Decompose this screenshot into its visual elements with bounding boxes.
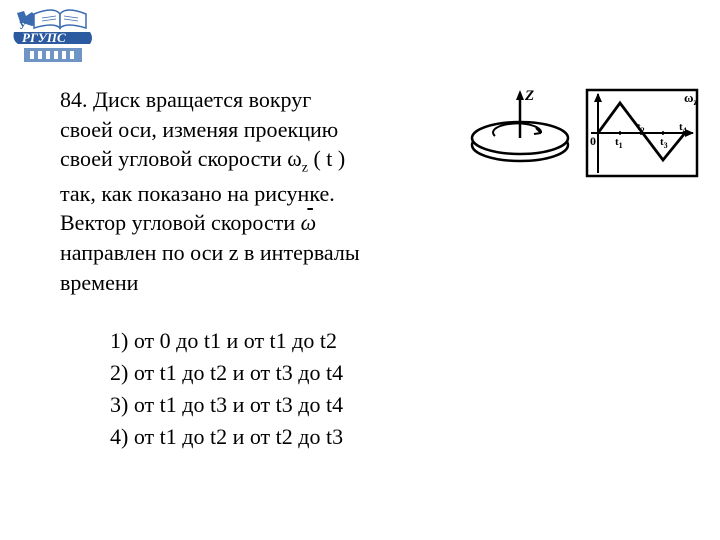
text-line: своей оси, изменяя проекцию [60,115,460,145]
answer-options: 1) от 0 до t1 и от t1 до t2 2) от t1 до … [110,325,460,453]
university-logo: РГУПС У [12,8,94,66]
text-line: времени [60,268,460,298]
problem-text: 84. Диск вращается вокруг своей оси, изм… [60,85,460,297]
svg-text:У: У [19,21,27,32]
text-line: своей угловой скорости ωz ( t ) [60,144,460,178]
graph-diagram: 0 t1 t2 t3 t4 ωz [587,90,698,176]
option-2: 2) от t1 до t2 и от t3 до t4 [110,357,460,389]
text-line: так, как показано на рисунке. [60,179,460,209]
option-1: 1) от 0 до t1 и от t1 до t2 [110,325,460,357]
option-4: 4) от t1 до t2 и от t2 до t3 [110,421,460,453]
option-3: 3) от t1 до t3 и от t3 до t4 [110,389,460,421]
text-line: направлен по оси z в интервалы [60,238,460,268]
figures-area: Z 0 t1 t2 t3 t4 ωz [465,78,705,198]
text-line: 84. Диск вращается вокруг [60,85,460,115]
problem-content: 84. Диск вращается вокруг своей оси, изм… [60,85,460,453]
z-axis-label: Z [524,88,534,104]
logo-text: РГУПС [22,30,66,45]
text-line: Вектор угловой скорости ω [60,208,460,238]
svg-text:0: 0 [590,134,596,148]
disk-diagram: Z [472,88,568,161]
